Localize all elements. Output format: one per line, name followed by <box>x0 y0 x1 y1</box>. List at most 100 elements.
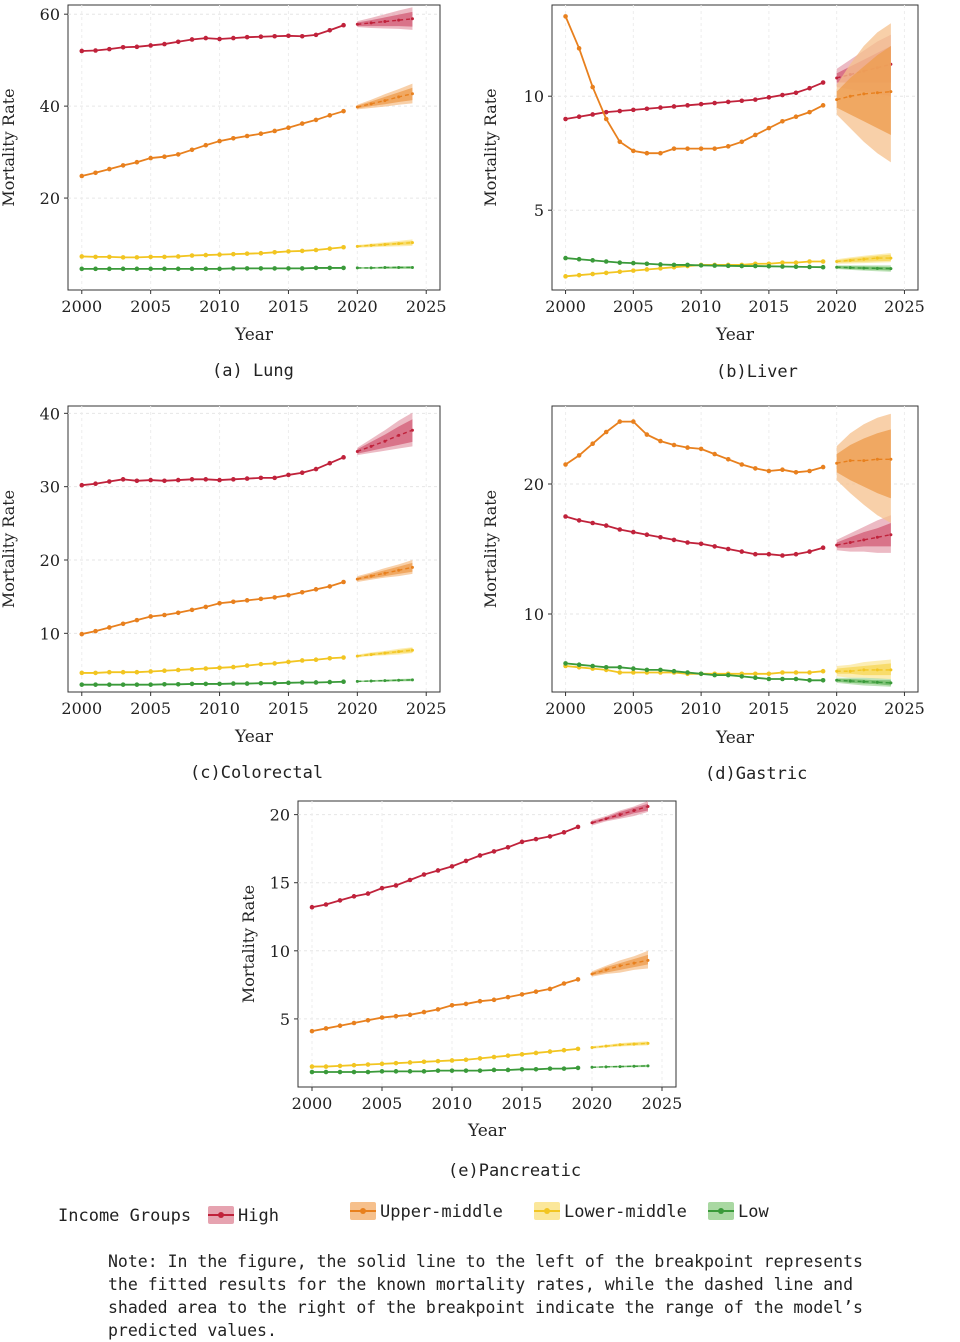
x-tick-label: 2015 <box>268 699 309 718</box>
forecast-point-lower-middle <box>646 1041 650 1045</box>
data-point-low <box>175 682 181 687</box>
data-point-upper-middle <box>780 118 785 124</box>
series-line-low <box>312 1067 579 1073</box>
data-point-high <box>739 549 745 554</box>
data-point-low <box>563 255 568 261</box>
data-point-upper-middle <box>820 464 826 470</box>
data-point-low <box>313 265 319 271</box>
data-point-upper-middle <box>203 604 209 610</box>
data-point-high <box>807 549 812 554</box>
data-point-high <box>244 34 250 40</box>
forecast-point-high <box>355 22 359 26</box>
data-point-low <box>644 261 650 267</box>
data-point-high <box>712 100 717 106</box>
data-point-high <box>231 35 236 41</box>
data-point-high <box>258 475 264 481</box>
data-point-lower-middle <box>286 249 291 254</box>
forecast-point-lower-middle <box>355 244 359 248</box>
data-point-low <box>603 259 609 264</box>
data-point-lower-middle <box>477 1056 483 1061</box>
data-point-low <box>631 666 636 671</box>
data-point-lower-middle <box>203 666 209 671</box>
data-point-low <box>327 265 333 271</box>
data-point-lower-middle <box>120 669 126 675</box>
forecast-point-upper-middle <box>848 94 852 98</box>
forecast-point-upper-middle <box>889 457 893 461</box>
forecast-band-inner-upper-middle <box>836 46 891 135</box>
data-point-lower-middle <box>148 254 153 260</box>
data-point-upper-middle <box>107 625 112 630</box>
data-point-low <box>576 662 582 667</box>
data-point-lower-middle <box>631 670 636 675</box>
y-tick-label: 40 <box>40 404 60 423</box>
forecast-point-high <box>862 538 866 542</box>
data-point-upper-middle <box>820 103 826 108</box>
forecast-point-lower-middle <box>889 668 893 672</box>
data-point-low <box>698 671 704 677</box>
data-point-lower-middle <box>780 260 785 265</box>
data-point-upper-middle <box>712 146 717 151</box>
data-point-low <box>807 678 812 683</box>
legend-swatch-high <box>208 1206 234 1224</box>
data-point-high <box>644 106 650 112</box>
chart-caption-gastric: (d)Gastric <box>705 764 808 784</box>
data-point-upper-middle <box>563 462 568 467</box>
data-point-upper-middle <box>725 144 731 149</box>
data-point-low <box>341 265 346 271</box>
data-point-upper-middle <box>323 1026 329 1031</box>
legend-label-high: High <box>238 1206 279 1226</box>
data-point-high <box>148 43 153 48</box>
x-tick-label: 2000 <box>292 1094 333 1113</box>
forecast-point-upper-middle <box>889 90 893 94</box>
data-point-high <box>725 546 731 552</box>
forecast-point-low <box>646 1064 650 1068</box>
forecast-point-upper-middle <box>397 95 401 99</box>
data-point-lower-middle <box>766 671 772 677</box>
data-point-upper-middle <box>631 148 636 154</box>
y-tick-label: 10 <box>524 605 544 624</box>
data-point-low <box>766 676 772 682</box>
data-point-upper-middle <box>351 1020 357 1026</box>
data-point-high <box>477 853 483 858</box>
data-point-lower-middle <box>79 254 85 259</box>
x-tick-label: 2005 <box>613 297 654 316</box>
data-point-lower-middle <box>299 658 305 663</box>
forecast-point-lower-middle <box>369 243 373 247</box>
forecast-point-high <box>383 439 387 443</box>
data-point-low <box>820 678 826 683</box>
data-point-high <box>644 532 650 537</box>
data-point-low <box>120 266 126 272</box>
data-point-low <box>753 675 758 680</box>
forecast-point-high <box>835 543 839 547</box>
data-point-high <box>393 883 399 888</box>
data-point-upper-middle <box>407 1012 413 1018</box>
forecast-line-lower-middle <box>357 649 413 657</box>
data-point-low <box>712 263 717 268</box>
data-point-low <box>203 266 209 272</box>
data-point-high <box>337 898 343 903</box>
data-point-lower-middle <box>603 270 609 276</box>
data-point-low <box>793 676 799 682</box>
data-point-upper-middle <box>739 462 745 467</box>
data-point-lower-middle <box>203 252 209 258</box>
data-point-low <box>313 680 319 685</box>
x-tick-label: 2025 <box>406 699 447 718</box>
data-point-upper-middle <box>780 467 785 472</box>
forecast-point-high <box>875 535 879 539</box>
forecast-point-low <box>835 265 839 269</box>
data-point-upper-middle <box>449 1002 455 1008</box>
forecast-point-low <box>632 1064 636 1068</box>
data-point-high <box>753 97 758 102</box>
data-point-lower-middle <box>617 670 623 675</box>
x-tick-label: 2025 <box>884 297 925 316</box>
data-point-low <box>162 682 167 687</box>
data-point-lower-middle <box>435 1058 441 1064</box>
data-point-lower-middle <box>393 1060 399 1066</box>
data-point-high <box>189 477 195 482</box>
chart-caption-lung: (a) Lung <box>212 361 294 381</box>
data-point-lower-middle <box>134 669 140 675</box>
data-point-low <box>766 263 772 269</box>
forecast-point-upper-middle <box>875 457 879 461</box>
series-line-high <box>311 826 579 909</box>
data-point-upper-middle <box>671 442 677 448</box>
